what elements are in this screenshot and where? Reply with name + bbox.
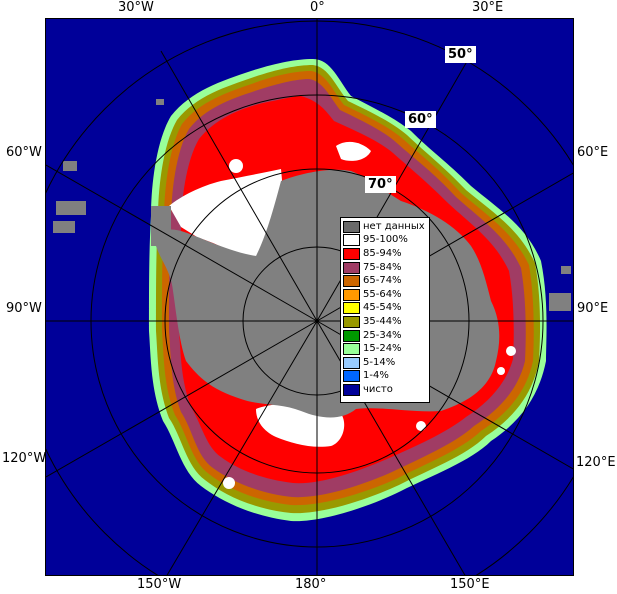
ice-patch-full-small-4 — [497, 367, 505, 375]
legend-swatch — [343, 343, 360, 356]
ice-patch-full-small-3 — [506, 346, 516, 356]
legend-label: 15-24% — [363, 343, 402, 355]
legend-row: 5-14% — [343, 356, 427, 370]
legend-swatch — [343, 261, 360, 274]
legend-swatch — [343, 315, 360, 328]
lon-label-90w: 90°W — [6, 301, 42, 316]
legend-swatch — [343, 329, 360, 342]
lon-label-120w: 120°W — [2, 451, 47, 466]
lon-label-30w: 30°W — [118, 0, 154, 15]
nodata-fleck-3 — [53, 221, 75, 233]
map-canvas — [46, 19, 573, 575]
legend-swatch — [343, 370, 360, 383]
lon-label-180: 180° — [295, 577, 327, 592]
legend-swatch — [343, 356, 360, 369]
legend-row: 15-24% — [343, 342, 427, 356]
nodata-fleck-5 — [561, 266, 571, 274]
meridian-60w — [46, 164, 318, 322]
graticule — [46, 19, 573, 575]
lon-label-30e: 30°E — [472, 0, 504, 15]
lon-label-90e: 90°E — [577, 301, 609, 316]
lat-label-50: 50° — [445, 46, 476, 63]
legend-label: 85-94% — [363, 247, 402, 259]
ice-patch-full-small-5 — [416, 421, 426, 431]
legend-row: 95-100% — [343, 234, 427, 248]
legend-label: 1-4% — [363, 370, 389, 382]
legend-label: 75-84% — [363, 261, 402, 273]
legend-swatch — [343, 302, 360, 315]
nodata-fleck-1 — [63, 161, 77, 171]
legend-row: нет данных — [343, 220, 427, 234]
legend-swatch — [343, 383, 360, 396]
legend-label: 45-54% — [363, 302, 402, 314]
lon-label-150e: 150°E — [450, 577, 490, 592]
legend-label: 65-74% — [363, 275, 402, 287]
legend-label: 55-64% — [363, 288, 402, 300]
legend-row: 75-84% — [343, 261, 427, 275]
lat-label-70: 70° — [365, 176, 396, 193]
legend-row: 35-44% — [343, 315, 427, 329]
legend-swatch — [343, 288, 360, 301]
ice-patch-full-small-1 — [223, 477, 235, 489]
legend-label: 25-34% — [363, 329, 402, 341]
legend-swatch — [343, 247, 360, 260]
legend-row: 45-54% — [343, 302, 427, 316]
meridian-120w — [46, 320, 318, 478]
lon-label-120e: 120°E — [576, 455, 616, 470]
legend-swatch — [343, 234, 360, 247]
nodata-fleck-6 — [156, 99, 164, 105]
meridian-150w — [166, 320, 318, 575]
lon-label-150w: 150°W — [137, 577, 182, 592]
meridian-30w — [160, 50, 318, 322]
lon-label-60e: 60°E — [577, 145, 609, 160]
legend-swatch — [343, 220, 360, 233]
legend-label: нет данных — [363, 220, 425, 232]
legend-row: 25-34% — [343, 329, 427, 343]
legend-swatch — [343, 275, 360, 288]
ice-patch-full-small-2 — [229, 159, 243, 173]
ice-patch-full-north — [336, 141, 371, 161]
legend-row: чисто — [343, 383, 427, 397]
legend-row: 65-74% — [343, 274, 427, 288]
lon-label-0: 0° — [310, 0, 325, 15]
lat-label-60: 60° — [405, 111, 436, 128]
legend-label: 95-100% — [363, 234, 408, 246]
lat-edge-label-60w: 60°W — [6, 145, 42, 160]
legend: нет данных 95-100% 85-94% 75-84% 65-74% 55-64… — [340, 217, 430, 403]
legend-row: 55-64% — [343, 288, 427, 302]
legend-label: чисто — [363, 383, 393, 395]
legend-row: 1-4% — [343, 370, 427, 384]
legend-label: 5-14% — [363, 356, 396, 368]
nodata-fleck-4 — [549, 293, 571, 311]
ice-patch-full-weddell — [169, 169, 283, 257]
land-peninsula-tip — [151, 206, 171, 246]
legend-label: 35-44% — [363, 315, 402, 327]
nodata-fleck-2 — [56, 201, 86, 215]
map-frame: 50° 60° 70° — [45, 18, 574, 576]
legend-row: 85-94% — [343, 247, 427, 261]
